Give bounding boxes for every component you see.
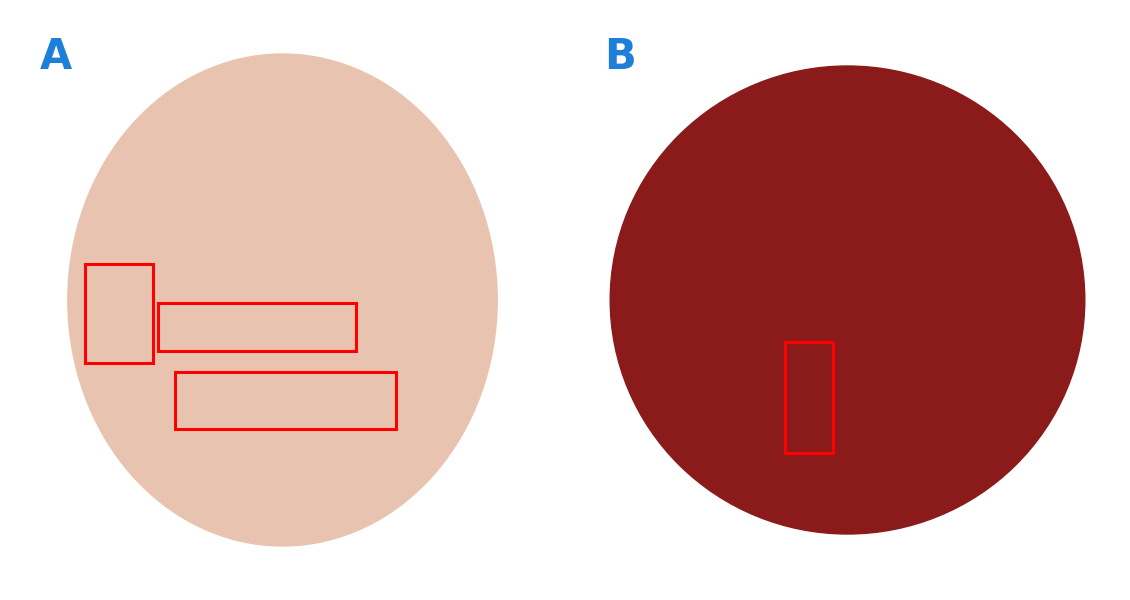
Ellipse shape: [610, 66, 1085, 534]
Bar: [158, 303, 356, 351]
Text: B: B: [605, 36, 636, 78]
Text: A: A: [40, 36, 72, 78]
Bar: [85, 264, 153, 363]
Bar: [175, 372, 396, 429]
Ellipse shape: [68, 54, 497, 546]
Bar: [785, 342, 833, 453]
